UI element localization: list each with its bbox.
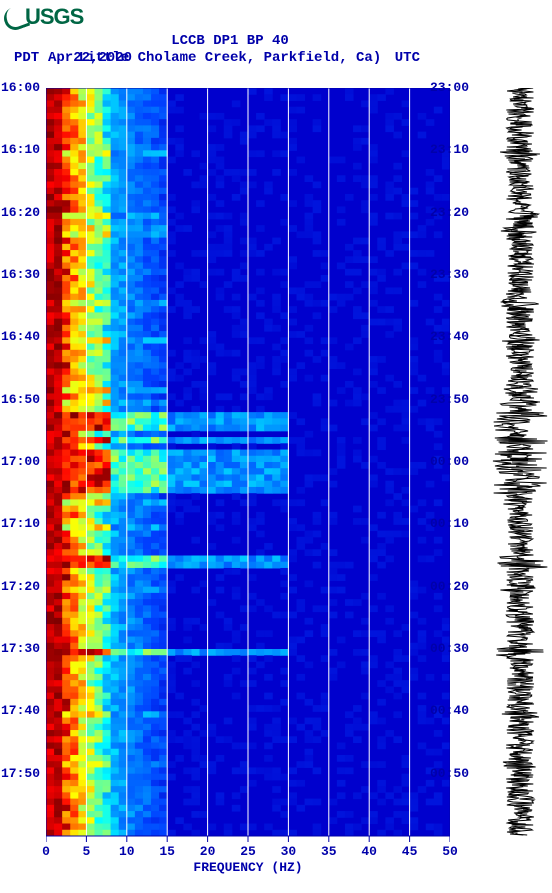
xtick: 20 — [196, 844, 220, 859]
ytick-left: 17:20 — [0, 579, 40, 594]
chart-title: LCCB DP1 BP 40 — [0, 33, 460, 49]
ytick-left: 17:40 — [0, 703, 40, 718]
ytick-left: 16:00 — [0, 80, 40, 95]
xtick: 30 — [276, 844, 300, 859]
xtick: 15 — [155, 844, 179, 859]
ytick-right: 23:10 — [430, 142, 469, 157]
usgs-text: USGS — [25, 4, 83, 29]
ytick-right: 23:40 — [430, 329, 469, 344]
xtick: 45 — [398, 844, 422, 859]
ytick-right: 00:20 — [430, 579, 469, 594]
ytick-left: 17:00 — [0, 454, 40, 469]
usgs-logo: USGS — [4, 4, 83, 30]
ytick-right: 23:30 — [430, 267, 469, 282]
ytick-right: 00:30 — [430, 641, 469, 656]
ytick-left: 16:10 — [0, 142, 40, 157]
xtick: 25 — [236, 844, 260, 859]
x-axis-label: FREQUENCY (HZ) — [46, 860, 450, 875]
xtick: 50 — [438, 844, 462, 859]
xtick: 35 — [317, 844, 341, 859]
ytick-left: 16:40 — [0, 329, 40, 344]
ytick-right: 00:50 — [430, 766, 469, 781]
xtick: 40 — [357, 844, 381, 859]
ytick-left: 16:20 — [0, 205, 40, 220]
xtick: 0 — [34, 844, 58, 859]
xtick: 10 — [115, 844, 139, 859]
ytick-right: 00:40 — [430, 703, 469, 718]
ytick-left: 16:50 — [0, 392, 40, 407]
ytick-right: 23:50 — [430, 392, 469, 407]
ytick-left: 17:10 — [0, 516, 40, 531]
ytick-left: 17:30 — [0, 641, 40, 656]
ytick-right: 00:00 — [430, 454, 469, 469]
ytick-left: 17:50 — [0, 766, 40, 781]
ytick-right: 00:10 — [430, 516, 469, 531]
xtick: 5 — [74, 844, 98, 859]
ytick-right: 23:00 — [430, 80, 469, 95]
spectrogram-plot — [46, 88, 450, 844]
ytick-left: 16:30 — [0, 267, 40, 282]
right-timezone-label: UTC — [395, 50, 420, 66]
location-label: Little Cholame Creek, Parkfield, Ca) — [0, 50, 460, 66]
seismogram-plot — [490, 88, 550, 844]
ytick-right: 23:20 — [430, 205, 469, 220]
